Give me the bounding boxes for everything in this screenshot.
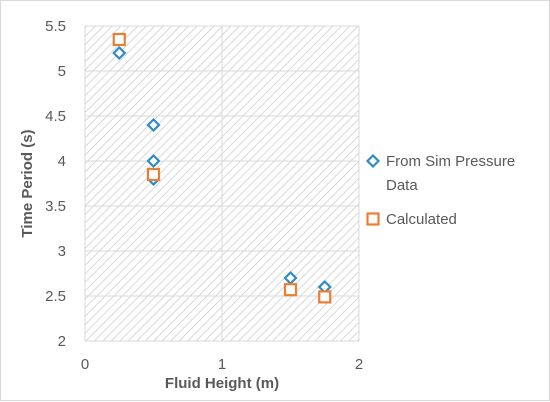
calculated-point [146, 167, 161, 182]
legend-marker [365, 153, 381, 169]
y-tick-label: 3.5 [45, 198, 66, 215]
calculated-point [318, 290, 332, 304]
y-tick-label: 2 [58, 333, 66, 350]
legend-label: From Sim Pressure [386, 153, 515, 170]
grid-lines [84, 25, 360, 342]
y-tick-label: 5.5 [45, 18, 66, 35]
calculated-point [283, 283, 298, 297]
legend-marker [366, 212, 380, 226]
data-series [112, 32, 332, 304]
legend-item: From Sim Pressure Data [365, 153, 515, 194]
x-tick-label: 1 [218, 356, 226, 373]
sim-pressure-point [146, 117, 161, 133]
legend: From Sim Pressure Data Calculated [365, 153, 515, 228]
legend-item: Calculated [366, 211, 457, 228]
series-square [112, 32, 332, 304]
legend-label: Calculated [386, 211, 457, 228]
sim-pressure-point [112, 45, 127, 61]
y-tick-label: 3 [58, 243, 66, 260]
y-tick-label: 2.5 [45, 288, 66, 305]
x-tick-label: 0 [81, 356, 89, 373]
tick-labels: 2 2.5 3 3.5 4 4.5 5 5.5 0 1 2 [45, 18, 363, 373]
x-tick-label: 2 [355, 356, 363, 373]
legend-label: Data [386, 177, 418, 194]
y-axis-title: Time Period (s) [19, 129, 36, 237]
x-axis-title: Fluid Height (m) [165, 375, 279, 392]
sim-pressure-point [146, 153, 161, 169]
y-tick-label: 4.5 [45, 108, 66, 125]
y-tick-label: 4 [58, 153, 66, 170]
y-tick-label: 5 [58, 63, 66, 80]
calculated-point [112, 32, 126, 47]
